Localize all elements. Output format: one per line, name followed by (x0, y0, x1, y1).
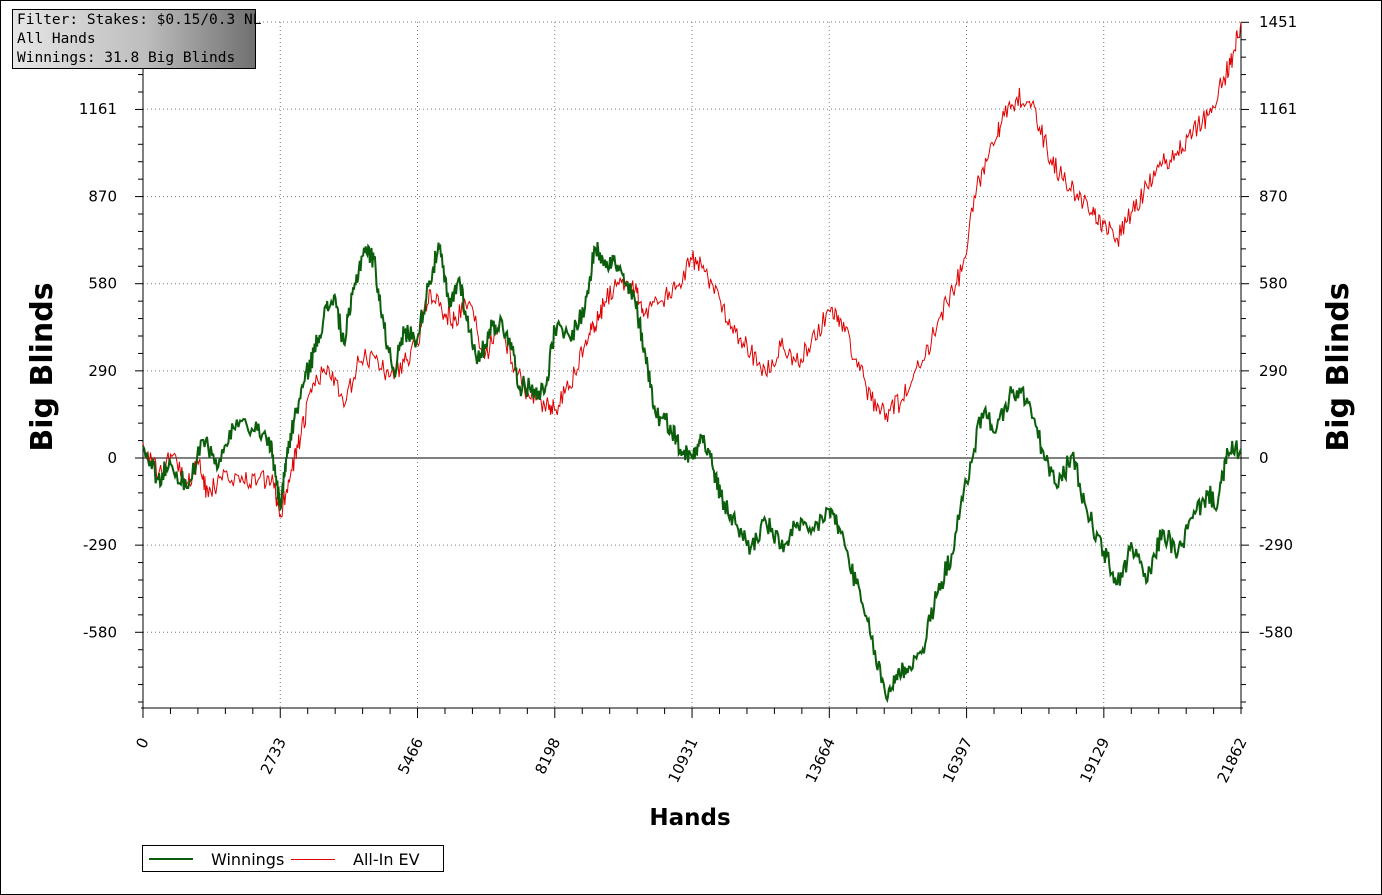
y-tick-label-left: 0 (107, 449, 117, 467)
series-lines (142, 21, 1242, 704)
x-tick-label: 21862 (1213, 735, 1250, 786)
y-tick-label-right: 1161 (1259, 100, 1297, 118)
legend: Winnings All-In EV (142, 845, 444, 872)
x-tick-label: 16397 (939, 735, 976, 786)
series-line-winnings (142, 242, 1242, 704)
x-tick-label: 13664 (802, 735, 839, 786)
tick-marks (135, 21, 1249, 718)
y-tick-label-left: -290 (83, 536, 117, 554)
y-axis-title-left: Big Blinds (25, 282, 60, 451)
x-tick-label: 0 (132, 735, 152, 751)
legend-label-all-in-ev: All-In EV (353, 849, 420, 869)
tick-labels: -580 -580 -290 -290 0 0 290 290 580 580 870 870 1161… (79, 13, 1297, 786)
filter-info-box: Filter: Stakes: $0.15/0.3 NL All Hands W… (12, 9, 262, 69)
y-tick-label-right: -290 (1259, 536, 1293, 554)
legend-label-winnings: Winnings (211, 849, 285, 869)
y-axis-title-right: Big Blinds (1321, 282, 1356, 451)
legend-swatch-all-in-ev (291, 858, 335, 860)
series-line-all-in-ev (142, 21, 1242, 518)
y-tick-label-right: 1451 (1259, 13, 1297, 31)
legend-swatch-winnings (149, 858, 193, 860)
y-tick-label-left: 580 (88, 275, 117, 293)
y-tick-label-left: 290 (88, 362, 117, 380)
y-tick-label-right: 0 (1259, 449, 1269, 467)
legend-item-all-in-ev: All-In EV (291, 849, 420, 869)
y-tick-label-right: 870 (1259, 188, 1288, 206)
x-tick-label: 5466 (394, 735, 427, 777)
y-tick-label-right: -580 (1259, 623, 1293, 641)
x-tick-label: 19129 (1076, 735, 1113, 786)
x-axis-title: Hands (649, 805, 730, 831)
x-tick-label: 2733 (257, 735, 290, 777)
legend-item-winnings: Winnings (149, 849, 284, 869)
hands-scope-text: All Hands (17, 31, 96, 47)
y-tick-label-left: 870 (88, 188, 117, 206)
x-tick-label: 8198 (531, 735, 564, 777)
y-tick-label-left: -580 (83, 623, 117, 641)
filter-text: Filter: Stakes: $0.15/0.3 NL (17, 12, 262, 28)
y-tick-label-right: 580 (1259, 275, 1288, 293)
y-tick-label-right: 290 (1259, 362, 1288, 380)
winnings-summary-text: Winnings: 31.8 Big Blinds (17, 50, 236, 66)
y-tick-label-left: 1161 (79, 100, 117, 118)
x-tick-label: 10931 (664, 735, 701, 786)
